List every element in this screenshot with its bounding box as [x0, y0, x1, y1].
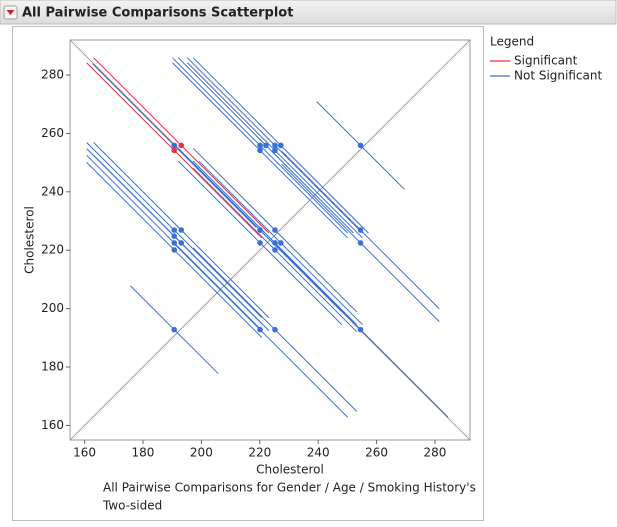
- y-tick-label: 280: [41, 68, 64, 82]
- point: [257, 240, 263, 246]
- point: [257, 227, 263, 233]
- point: [263, 142, 269, 149]
- point: [272, 147, 278, 154]
- point: [272, 326, 278, 333]
- x-tick-label: 180: [132, 446, 155, 460]
- point: [357, 240, 364, 246]
- point: [178, 227, 185, 233]
- point: [171, 147, 178, 154]
- point: [171, 233, 178, 240]
- caption: Two-sided: [102, 499, 162, 513]
- point: [357, 227, 364, 233]
- point: [272, 247, 278, 253]
- legend-label: Not Significant: [514, 69, 602, 83]
- y-axis-label: Cholesterol: [23, 206, 37, 274]
- x-tick-label: 200: [190, 446, 213, 460]
- point: [272, 227, 278, 233]
- x-tick-label: 220: [248, 446, 271, 460]
- point: [278, 240, 284, 246]
- y-tick-label: 180: [41, 360, 64, 374]
- point: [278, 142, 284, 149]
- point: [178, 142, 185, 149]
- point: [171, 326, 178, 333]
- point: [357, 142, 364, 149]
- point: [257, 147, 263, 154]
- point: [357, 326, 364, 333]
- menu-icon: [6, 10, 15, 15]
- y-tick-label: 220: [41, 243, 64, 257]
- point: [171, 240, 178, 246]
- legend-title: Legend: [490, 35, 534, 49]
- point: [171, 247, 178, 253]
- point: [171, 142, 178, 149]
- title-bar: [0, 0, 617, 25]
- point: [178, 240, 185, 246]
- point: [272, 240, 278, 246]
- y-tick-label: 260: [41, 126, 64, 140]
- x-tick-label: 280: [424, 446, 447, 460]
- x-axis-label: Cholesterol: [256, 463, 324, 477]
- x-tick-label: 260: [365, 446, 388, 460]
- y-tick-label: 240: [41, 184, 64, 198]
- point: [257, 142, 263, 149]
- legend-label: Significant: [514, 54, 578, 68]
- point: [257, 326, 263, 333]
- y-tick-label: 160: [41, 418, 64, 432]
- point: [272, 142, 278, 149]
- x-tick-label: 240: [307, 446, 330, 460]
- chart-title: All Pairwise Comparisons Scatterplot: [22, 6, 293, 21]
- caption: All Pairwise Comparisons for Gender / Ag…: [103, 481, 476, 495]
- y-tick-label: 200: [41, 301, 64, 315]
- x-tick-label: 160: [73, 446, 96, 460]
- point: [171, 227, 178, 233]
- frame: [12, 26, 484, 521]
